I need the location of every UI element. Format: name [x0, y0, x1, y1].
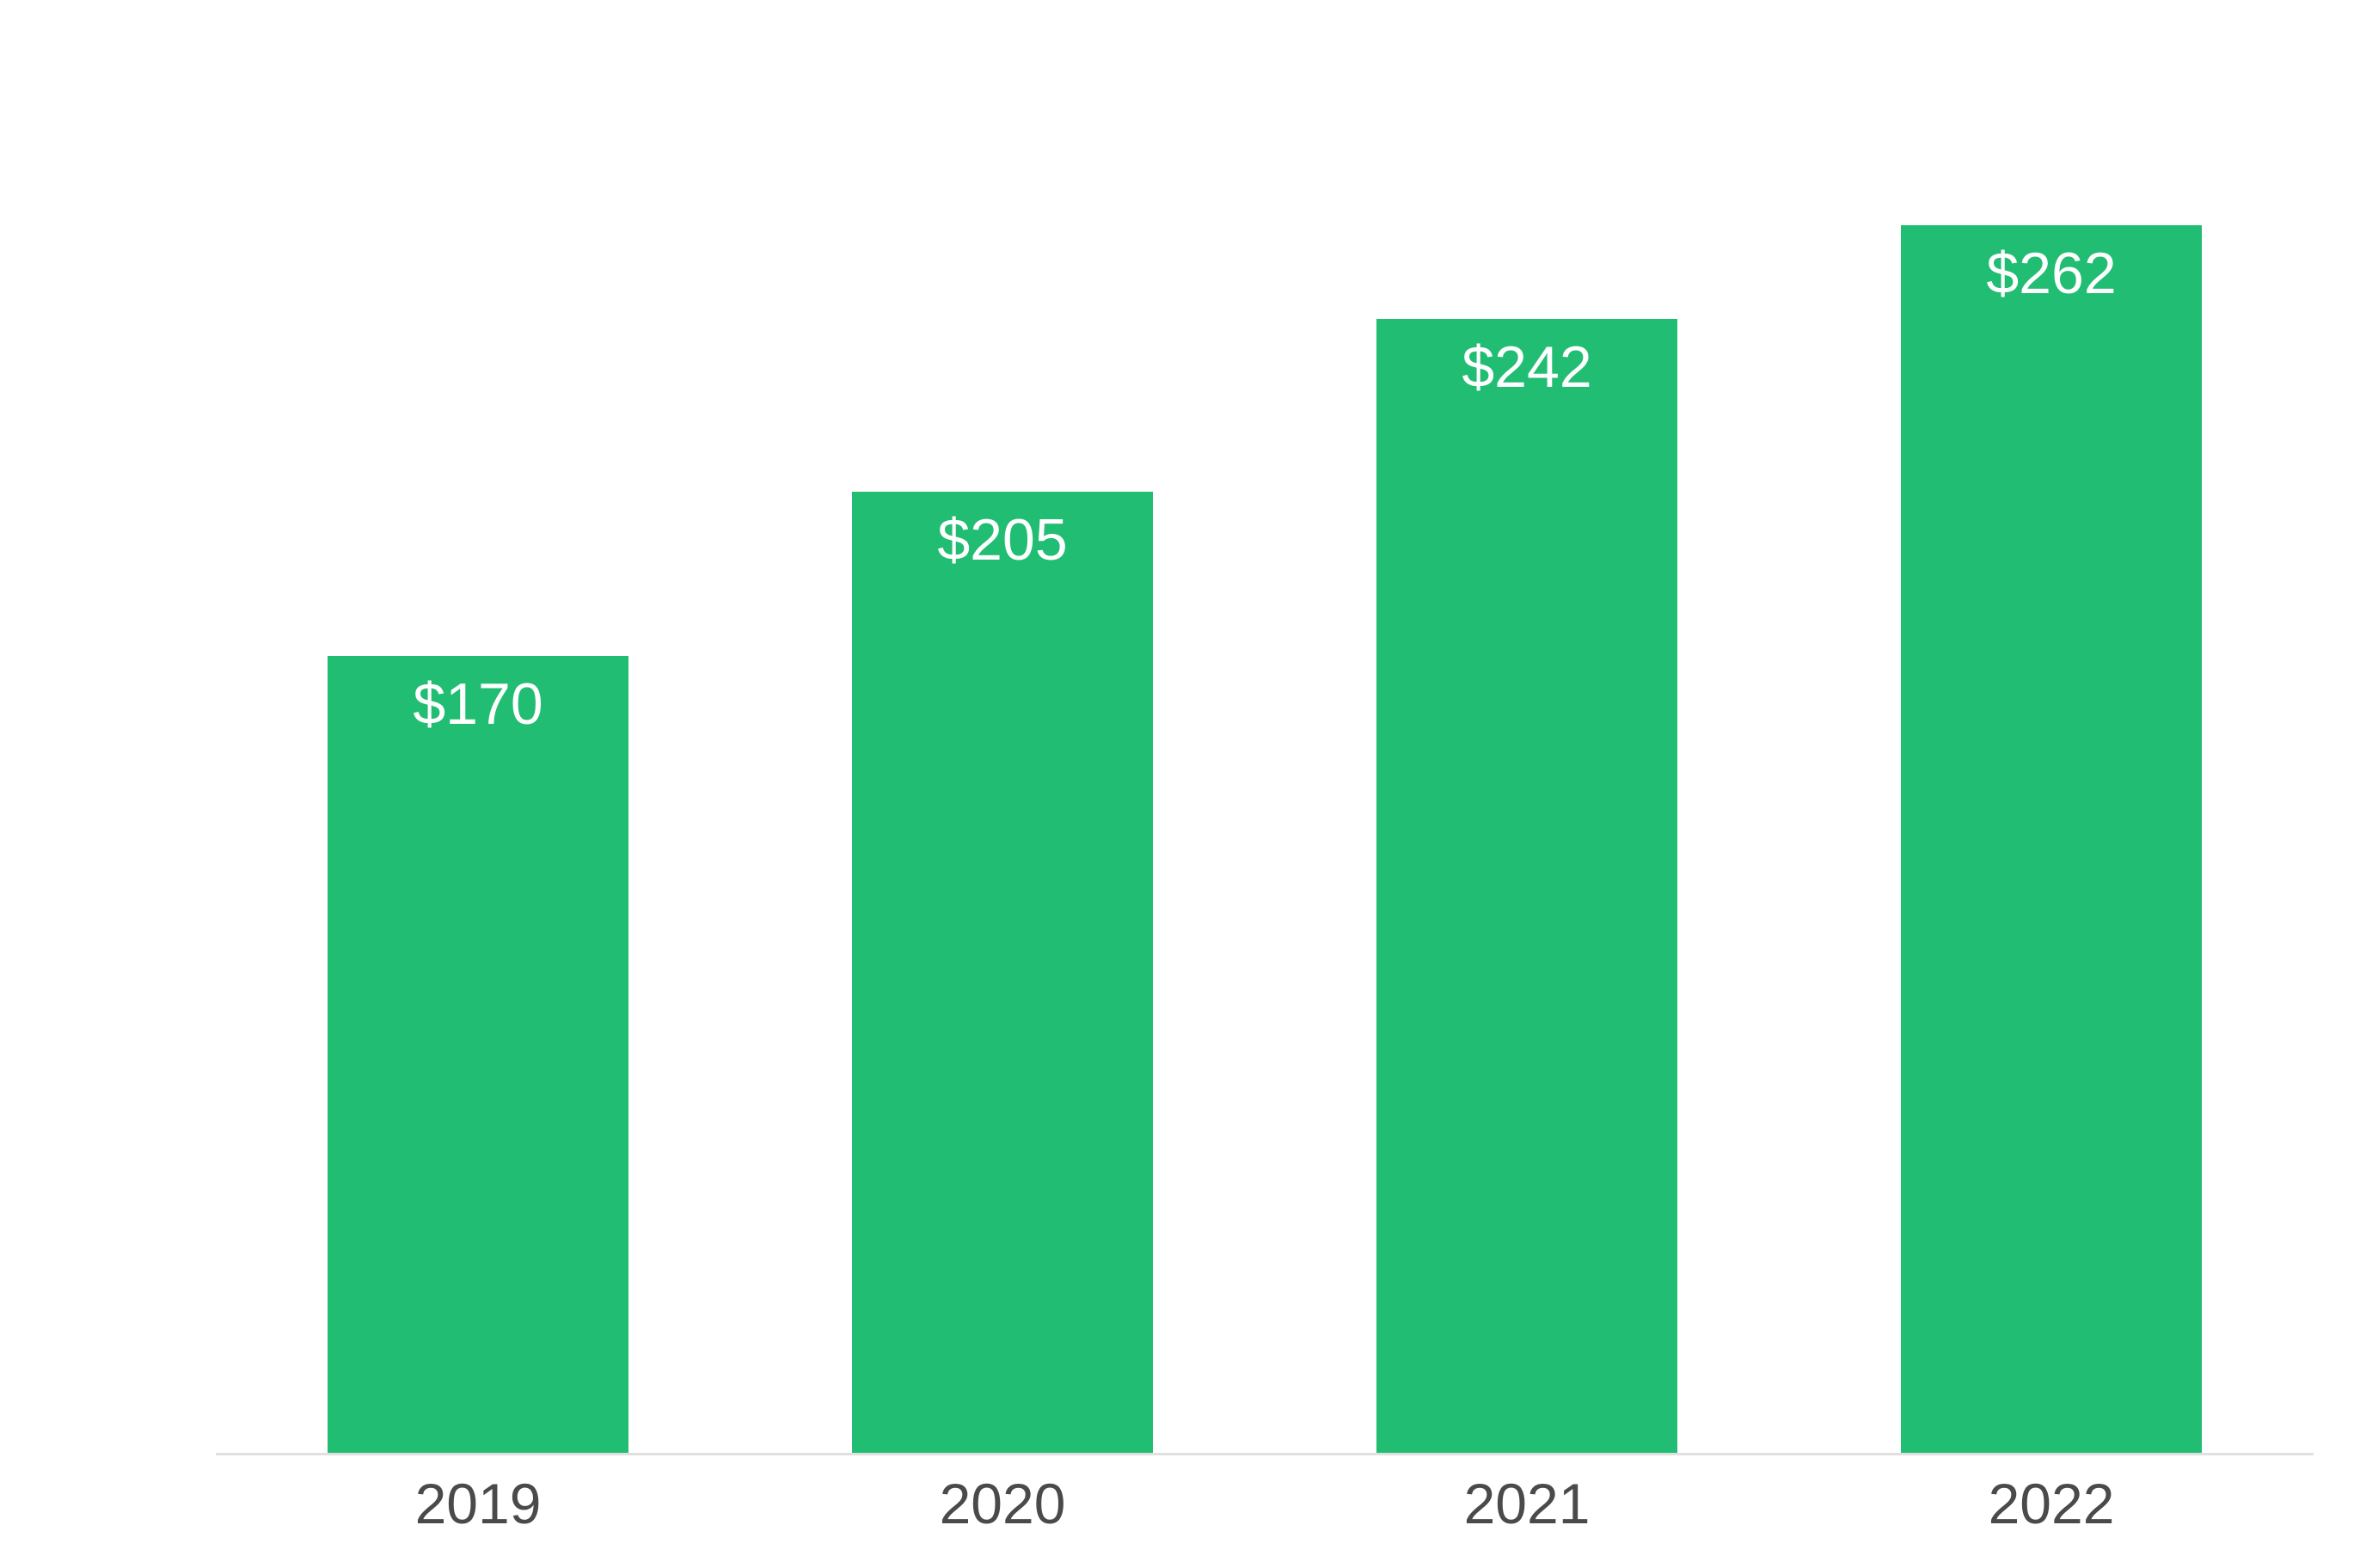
bar-value-label: $242	[1462, 334, 1592, 400]
bar-value-label: $170	[413, 671, 543, 738]
bar-slot-2022: $262	[1789, 0, 2314, 1453]
bar-2019: $170	[327, 656, 629, 1453]
bar-value-label: $262	[1986, 240, 2117, 306]
bar-slot-2019: $170	[216, 0, 740, 1453]
bar-slot-2020: $205	[740, 0, 1265, 1453]
bar-value-label: $205	[937, 507, 1068, 573]
bar-slot-2021: $242	[1265, 0, 1789, 1453]
x-axis-label-2020: 2020	[939, 1472, 1066, 1535]
x-axis-label-2022: 2022	[1988, 1472, 2115, 1535]
x-axis-label-2019: 2019	[414, 1472, 542, 1535]
x-axis-label-2021: 2021	[1463, 1472, 1591, 1535]
x-axis-line	[216, 1453, 2314, 1455]
bar-2021: $242	[1376, 318, 1678, 1453]
plot-area: $170 $205 $242 $262	[216, 0, 2314, 1453]
x-axis-tick-labels: 2019 2020 2021 2022	[216, 1472, 2314, 1537]
bar-2022: $262	[1900, 224, 2203, 1453]
bar-2020: $205	[851, 492, 1154, 1453]
